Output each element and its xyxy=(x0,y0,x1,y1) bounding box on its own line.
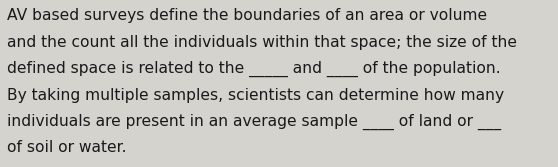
Text: By taking multiple samples, scientists can determine how many: By taking multiple samples, scientists c… xyxy=(7,88,504,103)
Text: and the count all the individuals within that space; the size of the: and the count all the individuals within… xyxy=(7,35,517,50)
Text: defined space is related to the _____ and ____ of the population.: defined space is related to the _____ an… xyxy=(7,61,501,77)
Text: individuals are present in an average sample ____ of land or ___: individuals are present in an average sa… xyxy=(7,114,501,130)
Text: AV based surveys define the boundaries of an area or volume: AV based surveys define the boundaries o… xyxy=(7,8,487,23)
Text: of soil or water.: of soil or water. xyxy=(7,140,126,155)
